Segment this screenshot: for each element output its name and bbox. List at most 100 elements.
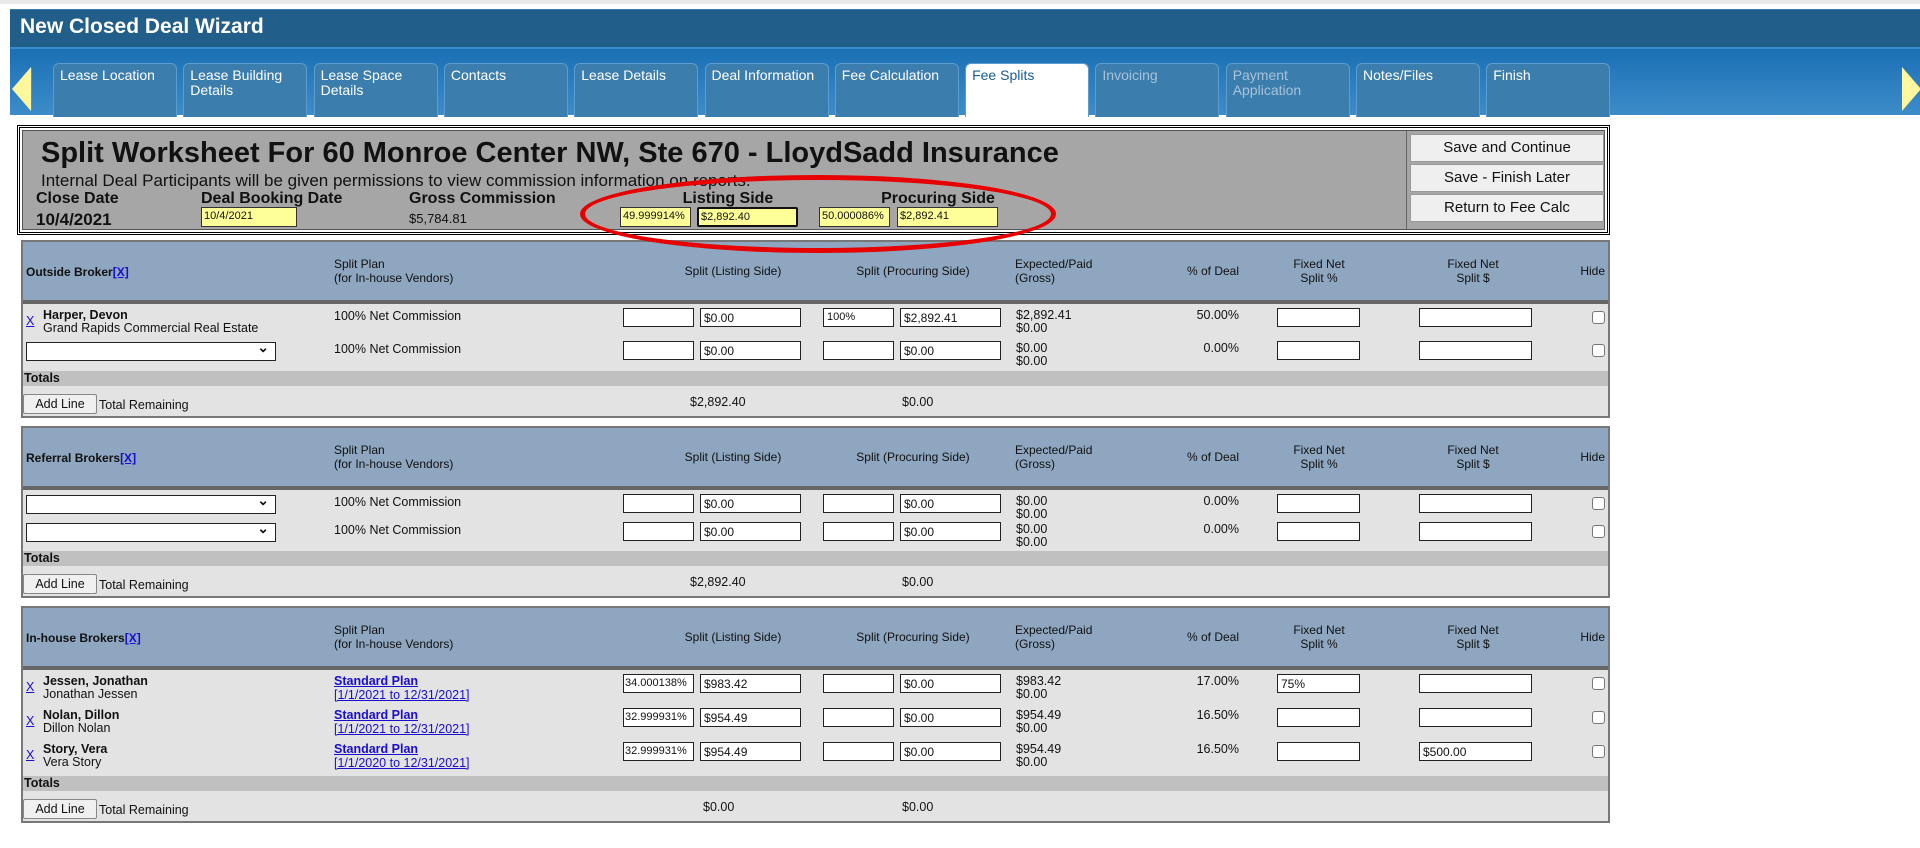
remove-row-link[interactable]: X (26, 714, 35, 728)
procuring-amount-input[interactable]: $0.00 (900, 494, 1001, 513)
hide-checkbox[interactable] (1592, 497, 1605, 510)
fixed-net-pct-input[interactable] (1277, 494, 1360, 513)
fixed-net-amount-input[interactable] (1419, 494, 1532, 513)
section-title: In-house Brokers[X] (26, 631, 141, 645)
fixed-net-pct-input[interactable] (1277, 742, 1360, 761)
listing-amount-input[interactable]: $983.42 (700, 674, 801, 693)
tab-lease-details[interactable]: Lease Details (574, 63, 699, 117)
col-procuring: Split (Procuring Side) (856, 630, 970, 644)
procuring-amount-input[interactable]: $2,892.41 (897, 207, 998, 227)
listing-pct-input[interactable] (623, 522, 694, 541)
tab-deal-information[interactable]: Deal Information (704, 63, 829, 117)
fixed-net-pct-input[interactable] (1277, 341, 1360, 360)
listing-side-label: Listing Side (682, 190, 774, 207)
remove-row-link[interactable]: X (26, 680, 35, 694)
hide-checkbox[interactable] (1592, 677, 1605, 690)
listing-amount-input[interactable]: $2,892.40 (697, 207, 798, 227)
procuring-pct-input[interactable] (823, 708, 894, 727)
listing-pct-input[interactable]: 49.999914% (620, 207, 691, 227)
expected-amount: $983.42 (1016, 674, 1062, 688)
procuring-pct-input[interactable] (823, 522, 894, 541)
tab-payment-application: Payment Application (1225, 63, 1350, 117)
scroll-left-arrow-icon[interactable] (12, 67, 31, 111)
hide-checkbox[interactable] (1592, 745, 1605, 758)
hide-checkbox[interactable] (1592, 711, 1605, 724)
tab-lease-location[interactable]: Lease Location (53, 63, 177, 117)
split-plan-link[interactable]: Standard Plan (334, 742, 419, 756)
totals-bar: Totals (23, 776, 1608, 791)
split-plan-link[interactable]: Standard Plan (334, 708, 419, 722)
add-line-button[interactable]: Add Line (23, 799, 97, 819)
listing-amount-input[interactable]: $0.00 (700, 522, 801, 541)
listing-pct-input[interactable] (623, 308, 694, 327)
procuring-amount-input[interactable]: $0.00 (900, 742, 1001, 761)
procuring-amount-input[interactable]: $0.00 (900, 708, 1001, 727)
remove-all-link[interactable]: [X] (120, 451, 137, 465)
col-split-plan: Split Plan (334, 257, 385, 271)
fixed-net-amount-input[interactable] (1419, 522, 1532, 541)
fixed-net-amount-input[interactable] (1419, 674, 1532, 693)
split-plan-dates-link[interactable]: [1/1/2020 to 12/31/2021] (334, 756, 470, 770)
tab-notes-files[interactable]: Notes/Files (1356, 63, 1480, 117)
procuring-pct-input[interactable]: 100% (823, 308, 894, 327)
worksheet-title: Split Worksheet For 60 Monroe Center NW,… (41, 137, 1059, 169)
tab-finish[interactable]: Finish (1486, 63, 1611, 117)
listing-amount-input[interactable]: $0.00 (700, 494, 801, 513)
totals-bar: Totals (23, 551, 1608, 566)
remove-row-link[interactable]: X (26, 314, 35, 328)
add-line-button[interactable]: Add Line (23, 574, 97, 594)
listing-pct-input[interactable] (623, 341, 694, 360)
remove-all-link[interactable]: [X] (124, 631, 141, 645)
hide-checkbox[interactable] (1592, 311, 1605, 324)
listing-pct-input[interactable] (623, 494, 694, 513)
fixed-net-pct-input[interactable]: 75% (1277, 674, 1360, 693)
broker-select[interactable] (26, 492, 276, 514)
procuring-pct-input[interactable] (823, 494, 894, 513)
procuring-pct-input[interactable] (823, 674, 894, 693)
split-plan-dates-link[interactable]: [1/1/2021 to 12/31/2021] (334, 722, 470, 736)
tab-lease-space-details[interactable]: Lease Space Details (313, 63, 438, 117)
fixed-net-amount-input[interactable] (1419, 341, 1532, 360)
procuring-amount-input[interactable]: $0.00 (900, 674, 1001, 693)
remove-row-link[interactable]: X (26, 748, 35, 762)
procuring-amount-input[interactable]: $0.00 (900, 522, 1001, 541)
remove-all-link[interactable]: [X] (112, 265, 129, 279)
broker-select[interactable] (26, 520, 276, 542)
scroll-right-arrow-icon[interactable] (1902, 67, 1920, 111)
hide-checkbox[interactable] (1592, 525, 1605, 538)
listing-pct-input[interactable]: 32.999931% (623, 742, 694, 761)
fixed-net-amount-input[interactable] (1419, 308, 1532, 327)
procuring-pct-input[interactable]: 50.000086% (819, 207, 890, 227)
listing-pct-input[interactable]: 32.999931% (623, 708, 694, 727)
fixed-net-pct-input[interactable] (1277, 708, 1360, 727)
section-in-house-brokers: In-house Brokers[X] Split Plan (for In-hou… (21, 606, 1610, 823)
split-plan-dates-link[interactable]: [1/1/2021 to 12/31/2021] (334, 688, 470, 702)
booking-date-input[interactable]: 10/4/2021 (201, 207, 297, 227)
procuring-pct-input[interactable] (823, 742, 894, 761)
listing-amount-input[interactable]: $954.49 (700, 742, 801, 761)
listing-pct-input[interactable]: 34.000138% (623, 674, 694, 693)
fixed-net-pct-input[interactable] (1277, 308, 1360, 327)
fixed-net-pct-input[interactable] (1277, 522, 1360, 541)
tab-lease-building-details[interactable]: Lease Building Details (183, 63, 308, 117)
split-plan-link[interactable]: Standard Plan (334, 674, 419, 688)
procuring-pct-input[interactable] (823, 341, 894, 360)
procuring-amount-input[interactable]: $0.00 (900, 341, 1001, 360)
return-to-fee-calc-button[interactable]: Return to Fee Calc (1410, 194, 1604, 222)
add-line-button[interactable]: Add Line (23, 394, 97, 414)
listing-amount-input[interactable]: $954.49 (700, 708, 801, 727)
fixed-net-amount-input[interactable]: $500.00 (1419, 742, 1532, 761)
fixed-net-amount-input[interactable] (1419, 708, 1532, 727)
col-split-plan-sub: (for In-house Vendors) (334, 457, 454, 471)
save-and-continue-button[interactable]: Save and Continue (1410, 134, 1604, 162)
tab-contacts[interactable]: Contacts (443, 63, 568, 117)
listing-amount-input[interactable]: $0.00 (700, 341, 801, 360)
hide-checkbox[interactable] (1592, 344, 1605, 357)
listing-amount-input[interactable]: $0.00 (700, 308, 801, 327)
tab-fee-splits[interactable]: Fee Splits (965, 63, 1090, 117)
save-finish-later-button[interactable]: Save - Finish Later (1410, 164, 1604, 192)
tab-fee-calculation[interactable]: Fee Calculation (834, 63, 959, 117)
broker-name: Story, Vera (43, 742, 108, 756)
broker-select[interactable] (26, 339, 276, 361)
procuring-amount-input[interactable]: $2,892.41 (900, 308, 1001, 327)
